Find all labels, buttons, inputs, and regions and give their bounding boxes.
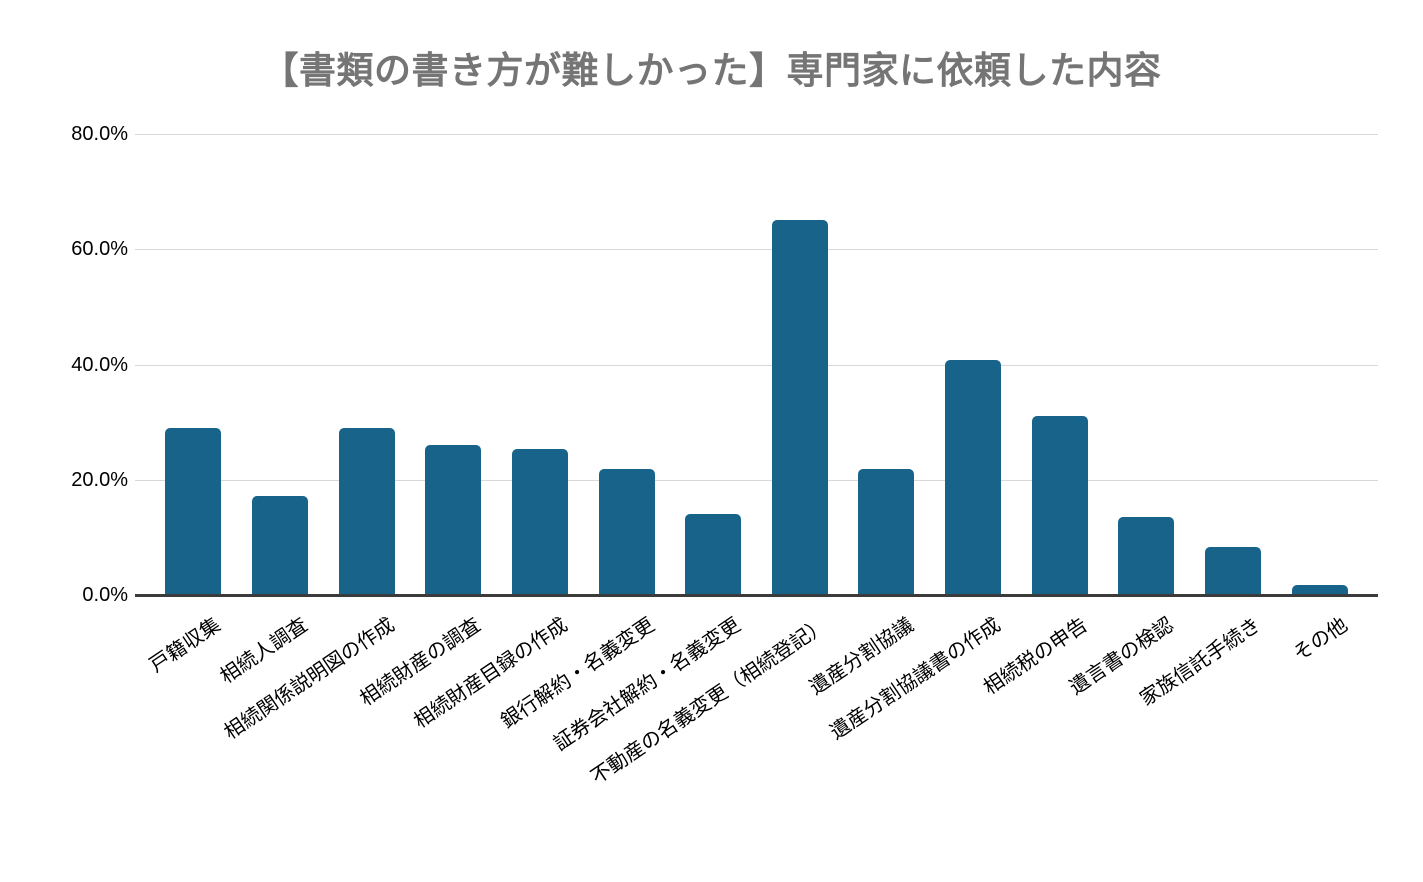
bar-band xyxy=(1190,134,1277,595)
bar-band xyxy=(930,134,1017,595)
gridline xyxy=(135,364,1378,366)
bar xyxy=(165,427,222,595)
bar xyxy=(511,448,568,595)
bar xyxy=(598,469,655,595)
bar-band xyxy=(150,134,237,595)
bar-band xyxy=(583,134,670,595)
gridline xyxy=(135,249,1378,251)
bar xyxy=(1291,584,1348,595)
bar-band xyxy=(1276,134,1363,595)
bar xyxy=(1118,517,1175,595)
y-tick-label: 20.0% xyxy=(71,468,128,491)
chart-title: 【書類の書き方が難しかった】専門家に依頼した内容 xyxy=(261,50,1162,91)
bar-band xyxy=(1103,134,1190,595)
x-axis-labels: 戸籍収集 相続人調査 相続関係説明図の作成 相続財産の調査 相続財産目録の作成 銀行解約・… xyxy=(135,609,1378,829)
bar-band xyxy=(843,134,930,595)
bar-band xyxy=(323,134,410,595)
bar xyxy=(1205,547,1262,595)
bar xyxy=(338,427,395,595)
bar-series xyxy=(135,134,1378,595)
bar-band xyxy=(410,134,497,595)
x-axis-line xyxy=(135,594,1378,597)
bar xyxy=(945,360,1002,595)
y-axis-ticks: 80.0% 60.0% 40.0% 20.0% 0.0% xyxy=(40,123,128,606)
x-axis-label: 相続財産目録の作成 xyxy=(410,613,572,733)
bar-band xyxy=(497,134,584,595)
x-axis-label: 戸籍収集 xyxy=(146,613,225,677)
y-tick-label: 40.0% xyxy=(71,353,128,376)
y-tick-label: 0.0% xyxy=(82,584,128,606)
gridline xyxy=(135,134,1378,135)
bar-band xyxy=(670,134,757,595)
bar xyxy=(1031,415,1088,595)
y-tick-label: 60.0% xyxy=(71,238,128,261)
bar-band xyxy=(1016,134,1103,595)
bar xyxy=(251,496,308,595)
bar xyxy=(771,220,828,595)
gridline xyxy=(135,479,1378,481)
bar xyxy=(685,513,742,595)
y-tick-label: 80.0% xyxy=(71,123,128,145)
bar-band xyxy=(757,134,844,595)
bar-band xyxy=(237,134,324,595)
plot-area xyxy=(135,134,1378,597)
bar xyxy=(858,469,915,595)
bar xyxy=(425,444,482,595)
x-axis-label: その他 xyxy=(1289,613,1352,666)
